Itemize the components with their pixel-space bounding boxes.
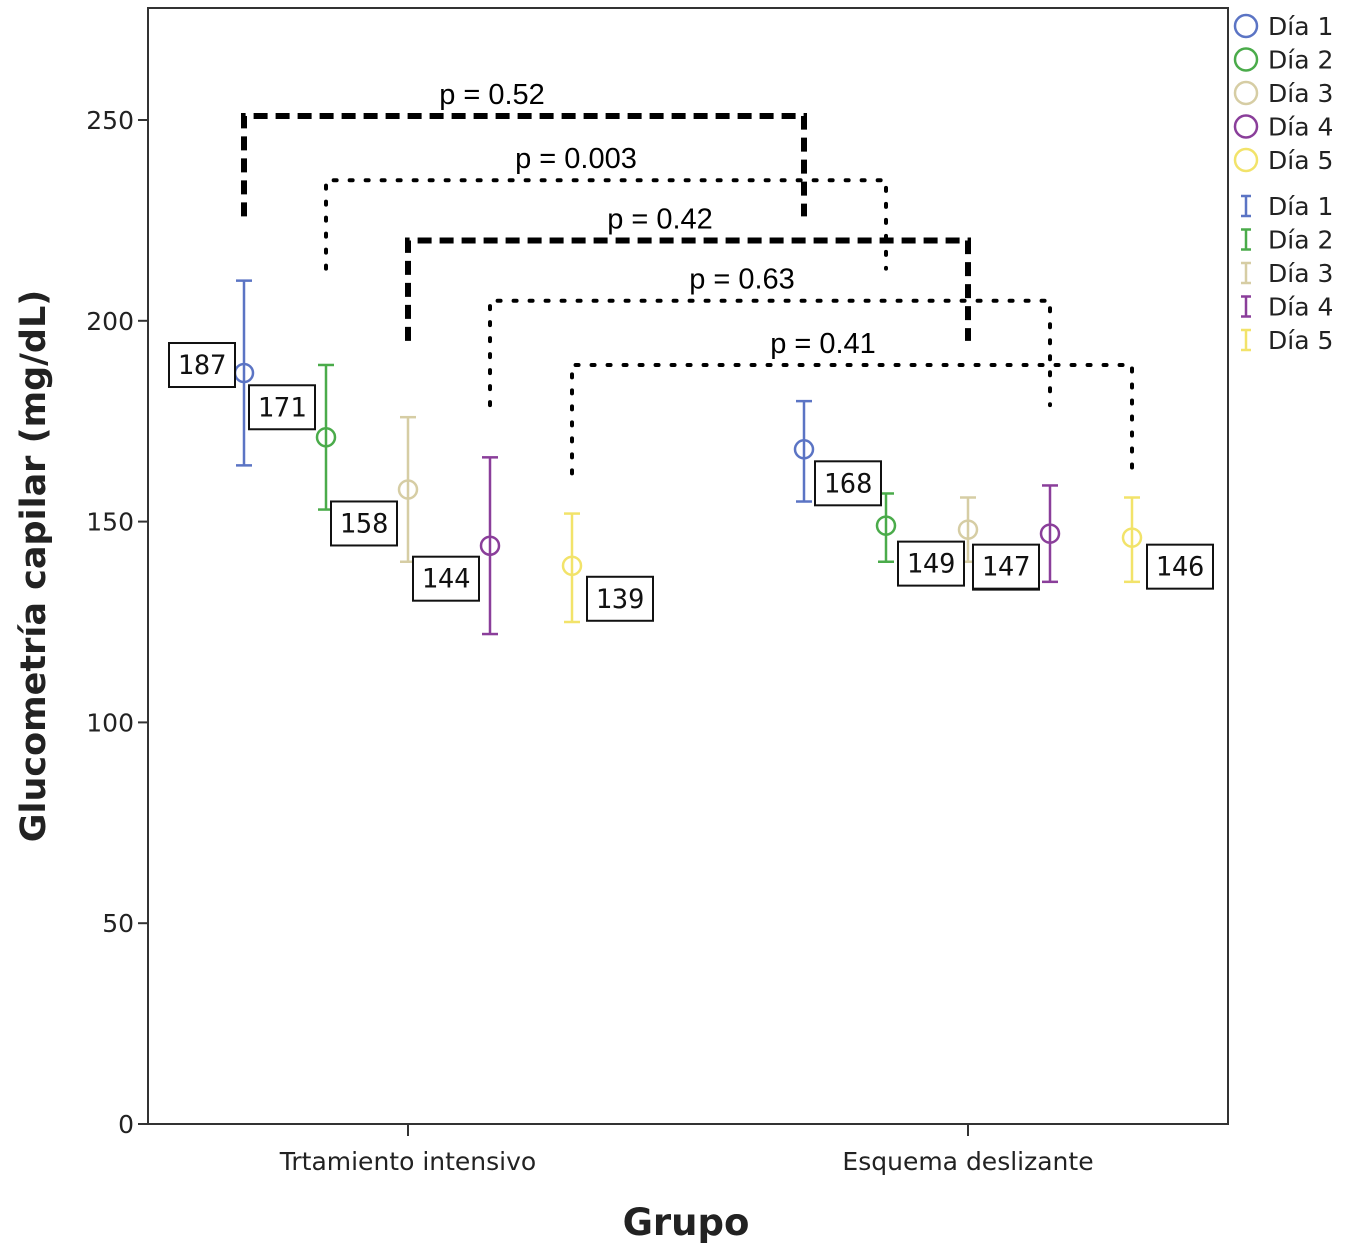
value-label-box xyxy=(330,500,398,547)
y-tick-label: 50 xyxy=(102,909,134,938)
value-label: 149 xyxy=(907,549,956,580)
legend-label: Día 2 xyxy=(1268,46,1333,75)
value-label-box xyxy=(814,460,882,507)
value-labels: 187168171149158148144147139146 xyxy=(168,342,1214,622)
x-tick-label: Trtamiento intensivo xyxy=(279,1147,536,1176)
legend-label: Día 3 xyxy=(1268,259,1333,288)
legend-label: Día 1 xyxy=(1268,12,1333,41)
value-label: 168 xyxy=(824,468,873,499)
y-tick-label: 0 xyxy=(118,1110,134,1139)
value-label: 144 xyxy=(422,564,471,595)
y-tick-label: 150 xyxy=(86,508,134,537)
legend: Día 1 Día 2 Día 3 Día 4 Día 5 Día 1 Día 2 Día 3… xyxy=(1233,12,1333,355)
legend-label: Día 3 xyxy=(1268,79,1333,108)
p-value-bracket xyxy=(241,112,807,217)
p-value-label: p = 0.42 xyxy=(607,203,713,235)
p-value-bracket xyxy=(324,178,888,271)
legend-marker-icon xyxy=(1233,80,1259,106)
value-label-box xyxy=(586,575,654,622)
value-label-box xyxy=(168,342,236,389)
value-label: 139 xyxy=(596,584,645,615)
p-value-label: p = 0.003 xyxy=(515,143,637,175)
error-bar-series xyxy=(233,279,1143,636)
value-label: 158 xyxy=(340,508,389,539)
mean-marker xyxy=(561,555,583,577)
value-label: 146 xyxy=(1156,552,1205,583)
legend-marker-icon xyxy=(1233,114,1259,139)
p-value-brackets: p = 0.52 p = 0.003 p = 0.42 p = 0.63 p = 0.4… xyxy=(241,79,1134,476)
value-label-box xyxy=(412,555,480,602)
value-label-box xyxy=(972,543,1040,590)
x-axis: Trtamiento intensivo Esquema deslizante xyxy=(279,1124,1094,1176)
legend-marker-icon xyxy=(1233,13,1259,39)
legend-label: Día 5 xyxy=(1268,326,1333,355)
mean-marker xyxy=(479,535,501,556)
legend-label: Día 2 xyxy=(1268,226,1333,255)
p-value-bracket xyxy=(405,237,971,341)
mean-marker xyxy=(397,479,419,500)
mean-marker xyxy=(1121,527,1143,548)
y-tick-label: 200 xyxy=(86,307,134,336)
mean-marker xyxy=(957,519,979,540)
mean-marker xyxy=(1039,523,1061,544)
value-label: 187 xyxy=(178,350,227,381)
x-axis-title: Grupo xyxy=(623,1201,750,1244)
legend-label: Día 4 xyxy=(1268,293,1333,322)
y-axis: 0 50 100 150 200 250 xyxy=(86,106,148,1139)
mean-marker xyxy=(793,439,815,460)
value-label-box xyxy=(897,540,965,587)
legend-marker-icon xyxy=(1233,147,1259,173)
plot-area xyxy=(147,7,1229,1125)
legend-label: Día 5 xyxy=(1268,146,1333,175)
p-value-label: p = 0.41 xyxy=(770,328,876,360)
y-tick-label: 100 xyxy=(86,708,134,737)
p-value-bracket xyxy=(570,362,1134,476)
legend-label: Día 4 xyxy=(1268,113,1333,142)
legend-marker-icon xyxy=(1233,47,1259,72)
value-label-box xyxy=(248,384,316,431)
value-label-box xyxy=(1146,543,1214,590)
p-value-bracket xyxy=(488,298,1052,408)
legend-label: Día 1 xyxy=(1268,192,1333,221)
x-tick-label: Esquema deslizante xyxy=(842,1147,1093,1176)
mean-marker xyxy=(315,427,337,448)
p-value-label: p = 0.63 xyxy=(689,264,795,296)
p-value-label: p = 0.52 xyxy=(439,79,545,111)
value-label: 171 xyxy=(258,392,307,423)
mean-marker xyxy=(875,515,897,536)
y-tick-label: 250 xyxy=(86,106,134,135)
y-axis-title: Glucometría capilar (mg/dL) xyxy=(14,290,54,843)
value-label: 147 xyxy=(982,552,1031,583)
